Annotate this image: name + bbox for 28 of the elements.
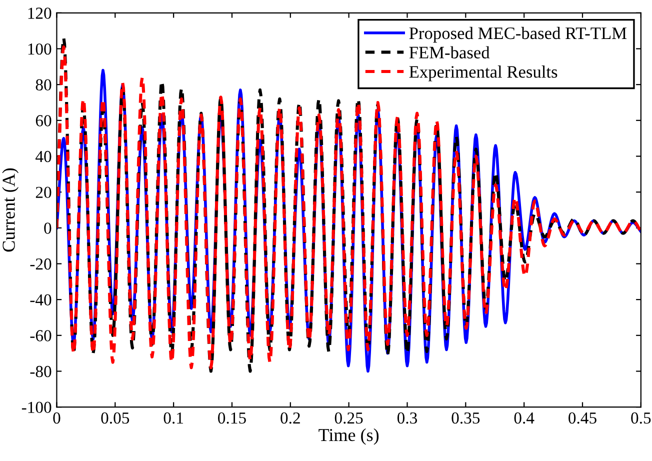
y-axis-title: Current (A) (2, 168, 19, 252)
x-tick-label: 0.3 (397, 412, 418, 424)
x-tick-label: 0.45 (568, 412, 596, 424)
y-tick-label: 60 (36, 115, 52, 126)
x-tick-label: 0.4 (514, 412, 534, 424)
y-tick-label: -60 (30, 330, 52, 342)
x-tick-label: 0.05 (101, 412, 130, 424)
legend-label: Experimental Results (409, 66, 558, 82)
x-tick-label: 0 (53, 412, 60, 424)
y-tick-label: 120 (28, 8, 52, 19)
y-tick-label: -40 (30, 294, 52, 306)
x-axis-title: Time (s) (318, 428, 379, 445)
x-tick-label: 0.2 (280, 412, 300, 424)
x-tick-label: 0.5 (631, 412, 651, 424)
y-tick-label: 80 (36, 79, 52, 91)
y-tick-label: 100 (28, 43, 52, 55)
y-tick-label: 40 (36, 150, 52, 162)
y-tick-label: 0 (44, 222, 52, 234)
y-tick-label: -20 (30, 258, 52, 270)
y-tick-label: -80 (30, 366, 52, 378)
y-tick-label: 20 (36, 186, 52, 198)
y-tick-label: -100 (22, 402, 52, 414)
legend-label: Proposed MEC-based RT-TLM (409, 26, 627, 43)
x-tick-label: 0.25 (334, 412, 363, 424)
x-tick-label: 0.35 (452, 412, 480, 424)
x-tick-label: 0.15 (218, 412, 246, 424)
legend-label: FEM-based (409, 46, 490, 58)
x-tick-label: 0.1 (164, 412, 183, 424)
